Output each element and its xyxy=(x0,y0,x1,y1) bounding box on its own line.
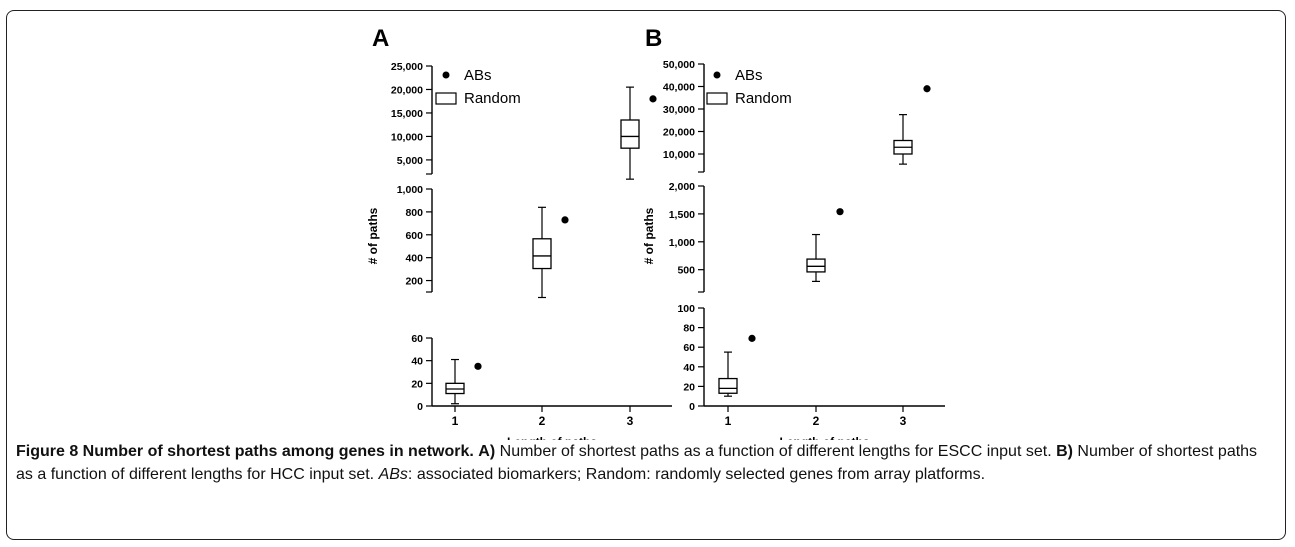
chart-a-x-axis-label: Length of paths xyxy=(507,435,597,440)
chart-a-box xyxy=(532,238,552,270)
chart-a-legend-random-label: Random xyxy=(464,90,521,107)
chart-b-legend-random-label: Random xyxy=(735,90,792,107)
figure-caption: Figure 8 Number of shortest paths among … xyxy=(16,440,1276,486)
chart-a-legend-random-marker xyxy=(435,92,457,105)
chart-b-y-tick-label: 1,000 xyxy=(669,237,695,249)
chart-a-y-tick-label: 25,000 xyxy=(391,61,423,73)
chart-a-abs-point xyxy=(561,216,569,224)
chart-b-y-tick-label: 40 xyxy=(683,362,695,374)
chart-a-y-tick-label: 0 xyxy=(417,401,423,413)
caption-title: Figure 8 Number of shortest paths among … xyxy=(16,443,474,460)
caption-b-label: B) xyxy=(1056,443,1073,460)
chart-a-y-tick-label: 20,000 xyxy=(391,84,423,96)
chart-a-legend-abs-label: ABs xyxy=(464,67,492,84)
chart-a-y-tick-label: 5,000 xyxy=(397,155,423,167)
chart-a-abs-point xyxy=(649,95,657,103)
chart-a-x-tick-label: 3 xyxy=(627,414,634,428)
caption-a-label: A) xyxy=(478,443,496,460)
chart-b-y-tick-label: 20 xyxy=(683,381,695,393)
chart-a-y-tick-label: 800 xyxy=(405,207,423,219)
chart-a-y-tick-label: 10,000 xyxy=(391,131,423,143)
chart-a-y-axis-label: # of paths xyxy=(366,207,380,264)
chart-a-abs-point xyxy=(474,362,482,370)
chart-b-y-tick-label: 80 xyxy=(683,323,695,335)
caption-abs-abbr: ABs xyxy=(378,466,408,483)
chart-a-y-tick-label: 15,000 xyxy=(391,108,423,120)
chart-b-y-tick-label: 500 xyxy=(677,265,695,277)
chart-a-box xyxy=(620,119,640,149)
chart-b-legend-random-marker xyxy=(706,92,728,105)
chart-b-y-tick-label: 1,500 xyxy=(669,209,695,221)
chart-b-abs-point xyxy=(923,85,931,93)
chart-a-legend-abs-marker xyxy=(442,71,450,79)
chart-b-y-tick-label: 50,000 xyxy=(663,59,695,71)
caption-b-text: Number of shortest paths as a function o… xyxy=(16,443,1258,483)
chart-b-y-tick-label: 100 xyxy=(677,303,695,315)
chart-b-y-tick-label: 40,000 xyxy=(663,82,695,94)
caption-a-text: Number of shortest paths as a function o… xyxy=(495,443,1057,460)
chart-b-panel-label: B xyxy=(645,25,662,52)
chart-b-box xyxy=(806,258,826,273)
chart-a-y-tick-label: 600 xyxy=(405,230,423,242)
chart-b-legend-abs-marker xyxy=(713,71,721,79)
chart-b-x-tick-label: 2 xyxy=(813,414,820,428)
chart-b-x-axis-label: Length of paths xyxy=(780,435,870,440)
chart-a-x-tick-label: 1 xyxy=(452,414,459,428)
chart-b-y-axis-label: # of paths xyxy=(642,207,656,264)
chart-a-y-tick-label: 20 xyxy=(411,378,423,390)
chart-b-abs-point xyxy=(836,208,844,216)
chart-b-y-tick-label: 30,000 xyxy=(663,104,695,116)
chart-a-y-tick-label: 40 xyxy=(411,356,423,368)
chart-b-y-tick-label: 0 xyxy=(689,401,695,413)
chart-a-y-tick-label: 60 xyxy=(411,333,423,345)
chart-b-legend-abs-label: ABs xyxy=(735,67,763,84)
figure-8-charts: A02040602004006008001,0005,00010,00015,0… xyxy=(366,25,945,440)
chart-a-x-tick-label: 2 xyxy=(539,414,546,428)
chart-a-y-tick-label: 200 xyxy=(405,276,423,288)
caption-abs-text: : associated biomarkers; Random: randoml… xyxy=(407,466,986,483)
chart-b-x-tick-label: 1 xyxy=(725,414,732,428)
chart-b-box xyxy=(718,377,738,394)
chart-a-panel-label: A xyxy=(372,25,389,52)
chart-b-abs-point xyxy=(748,334,756,342)
chart-b-x-tick-label: 3 xyxy=(900,414,907,428)
figure-frame xyxy=(6,10,1286,540)
chart-a-y-tick-label: 1,000 xyxy=(397,184,423,196)
chart-b-y-tick-label: 10,000 xyxy=(663,149,695,161)
chart-b-y-tick-label: 20,000 xyxy=(663,127,695,139)
chart-a-y-tick-label: 400 xyxy=(405,253,423,265)
chart-b-y-tick-label: 2,000 xyxy=(669,181,695,193)
chart-b-y-tick-label: 60 xyxy=(683,342,695,354)
